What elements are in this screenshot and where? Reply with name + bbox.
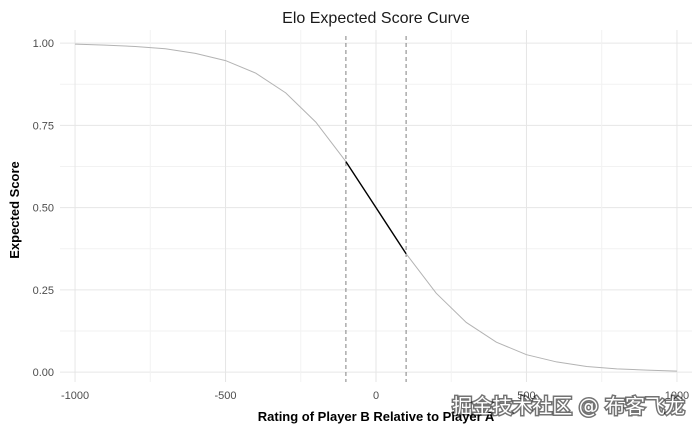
grid xyxy=(60,30,692,382)
x-tick-label: 1000 xyxy=(665,390,689,402)
x-axis-title: Rating of Player B Relative to Player A xyxy=(258,409,495,424)
y-axis-ticks: 0.00 0.25 0.50 0.75 1.00 xyxy=(33,38,54,379)
y-axis-title: Expected Score xyxy=(7,161,22,259)
y-tick-label: 0.75 xyxy=(33,120,54,132)
highlighted-segment xyxy=(345,161,407,255)
x-axis-ticks: -1000 -500 0 500 1000 xyxy=(61,390,689,402)
y-tick-label: 0.00 xyxy=(33,367,54,379)
y-tick-label: 0.50 xyxy=(33,203,54,215)
y-tick-label: 1.00 xyxy=(33,38,54,50)
watermark: 掘金技术社区 @ 布客飞龙 xyxy=(452,394,685,418)
series xyxy=(75,43,677,372)
x-tick-label: -1000 xyxy=(61,390,89,402)
x-tick-label: -500 xyxy=(215,390,237,402)
chart-title: Elo Expected Score Curve xyxy=(282,10,470,27)
reference-lines xyxy=(345,36,407,382)
x-tick-label: 500 xyxy=(517,390,535,402)
y-tick-label: 0.25 xyxy=(33,285,54,297)
x-tick-label: 0 xyxy=(373,390,379,402)
